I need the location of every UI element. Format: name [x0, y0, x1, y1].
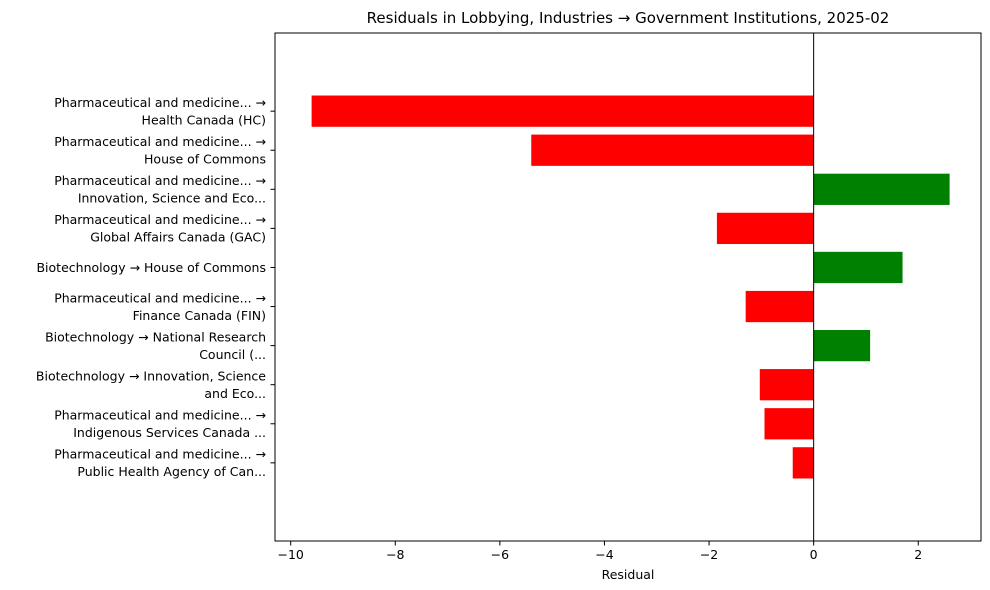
x-tick-label: −10 [277, 547, 303, 562]
bar [813, 173, 950, 205]
bar [716, 212, 814, 245]
chart-title: Residuals in Lobbying, Industries → Gove… [367, 9, 890, 27]
bar [813, 251, 903, 284]
y-tick-label: Pharmaceutical and medicine... → House of… [54, 134, 266, 167]
y-tick-label-line: Global Affairs Canada (GAC) [90, 230, 266, 245]
y-tick-label: Biotechnology → House of Commons [36, 260, 266, 275]
y-tick-label-line: Health Canada (HC) [142, 112, 266, 127]
bar [764, 408, 814, 440]
y-tick-label-line: Pharmaceutical and medicine... → [54, 290, 266, 305]
y-tick-label-line: Public Health Agency of Can... [77, 464, 266, 479]
bar [792, 447, 814, 479]
bar [813, 329, 871, 362]
y-tick-label-line: Pharmaceutical and medicine... → [54, 408, 266, 423]
y-tick-label: Pharmaceutical and medicine... → Innovati… [54, 173, 266, 206]
x-axis: −10 −8 −6 −4 −2 0 2 [277, 541, 922, 562]
x-tick-label: −4 [595, 547, 613, 562]
y-tick-label-line: Pharmaceutical and medicine... → [54, 134, 266, 149]
y-tick-label-line: Biotechnology → Innovation, Science [36, 368, 266, 383]
y-tick-label-line: and Eco... [204, 386, 266, 401]
x-tick-label: −8 [386, 547, 404, 562]
y-tick-label: Pharmaceutical and medicine... → Global A… [54, 212, 266, 245]
bar [759, 369, 814, 401]
y-tick-label-line: Biotechnology → House of Commons [36, 260, 266, 275]
bar [311, 95, 814, 127]
y-tick-label-line: Pharmaceutical and medicine... → [54, 173, 266, 188]
y-tick-label: Pharmaceutical and medicine... → Public H… [54, 447, 266, 480]
y-tick-label-line: Pharmaceutical and medicine... → [54, 95, 266, 110]
y-tick-label: Pharmaceutical and medicine... → Finance … [54, 290, 266, 323]
bar [745, 290, 814, 323]
x-axis-label: Residual [602, 567, 655, 582]
y-tick-label-line: Pharmaceutical and medicine... → [54, 212, 266, 227]
x-tick-label: −6 [491, 547, 509, 562]
x-tick-label: 2 [914, 547, 922, 562]
bar [531, 134, 814, 166]
bars-layer [311, 95, 950, 479]
y-tick-label: Biotechnology → National Research Council… [45, 329, 266, 362]
x-tick-label: 0 [810, 547, 818, 562]
y-tick-label: Pharmaceutical and medicine... → Health C… [54, 95, 266, 128]
y-tick-label-line: Innovation, Science and Eco... [78, 191, 266, 206]
y-axis: Pharmaceutical and medicine... → Health C… [36, 95, 275, 479]
plot-frame [274, 32, 982, 542]
y-tick-label-line: Finance Canada (FIN) [133, 308, 266, 323]
y-tick-label-line: Indigenous Services Canada ... [73, 425, 266, 440]
y-tick-label: Pharmaceutical and medicine... → Indigeno… [54, 408, 266, 441]
y-tick-label-line: Pharmaceutical and medicine... → [54, 447, 266, 462]
y-tick-label-line: House of Commons [144, 151, 266, 166]
y-tick-label-line: Biotechnology → National Research [45, 329, 266, 344]
x-tick-label: −2 [700, 547, 718, 562]
y-tick-label-line: Council (... [199, 347, 266, 362]
y-tick-label: Biotechnology → Innovation, Science and E… [36, 368, 266, 401]
